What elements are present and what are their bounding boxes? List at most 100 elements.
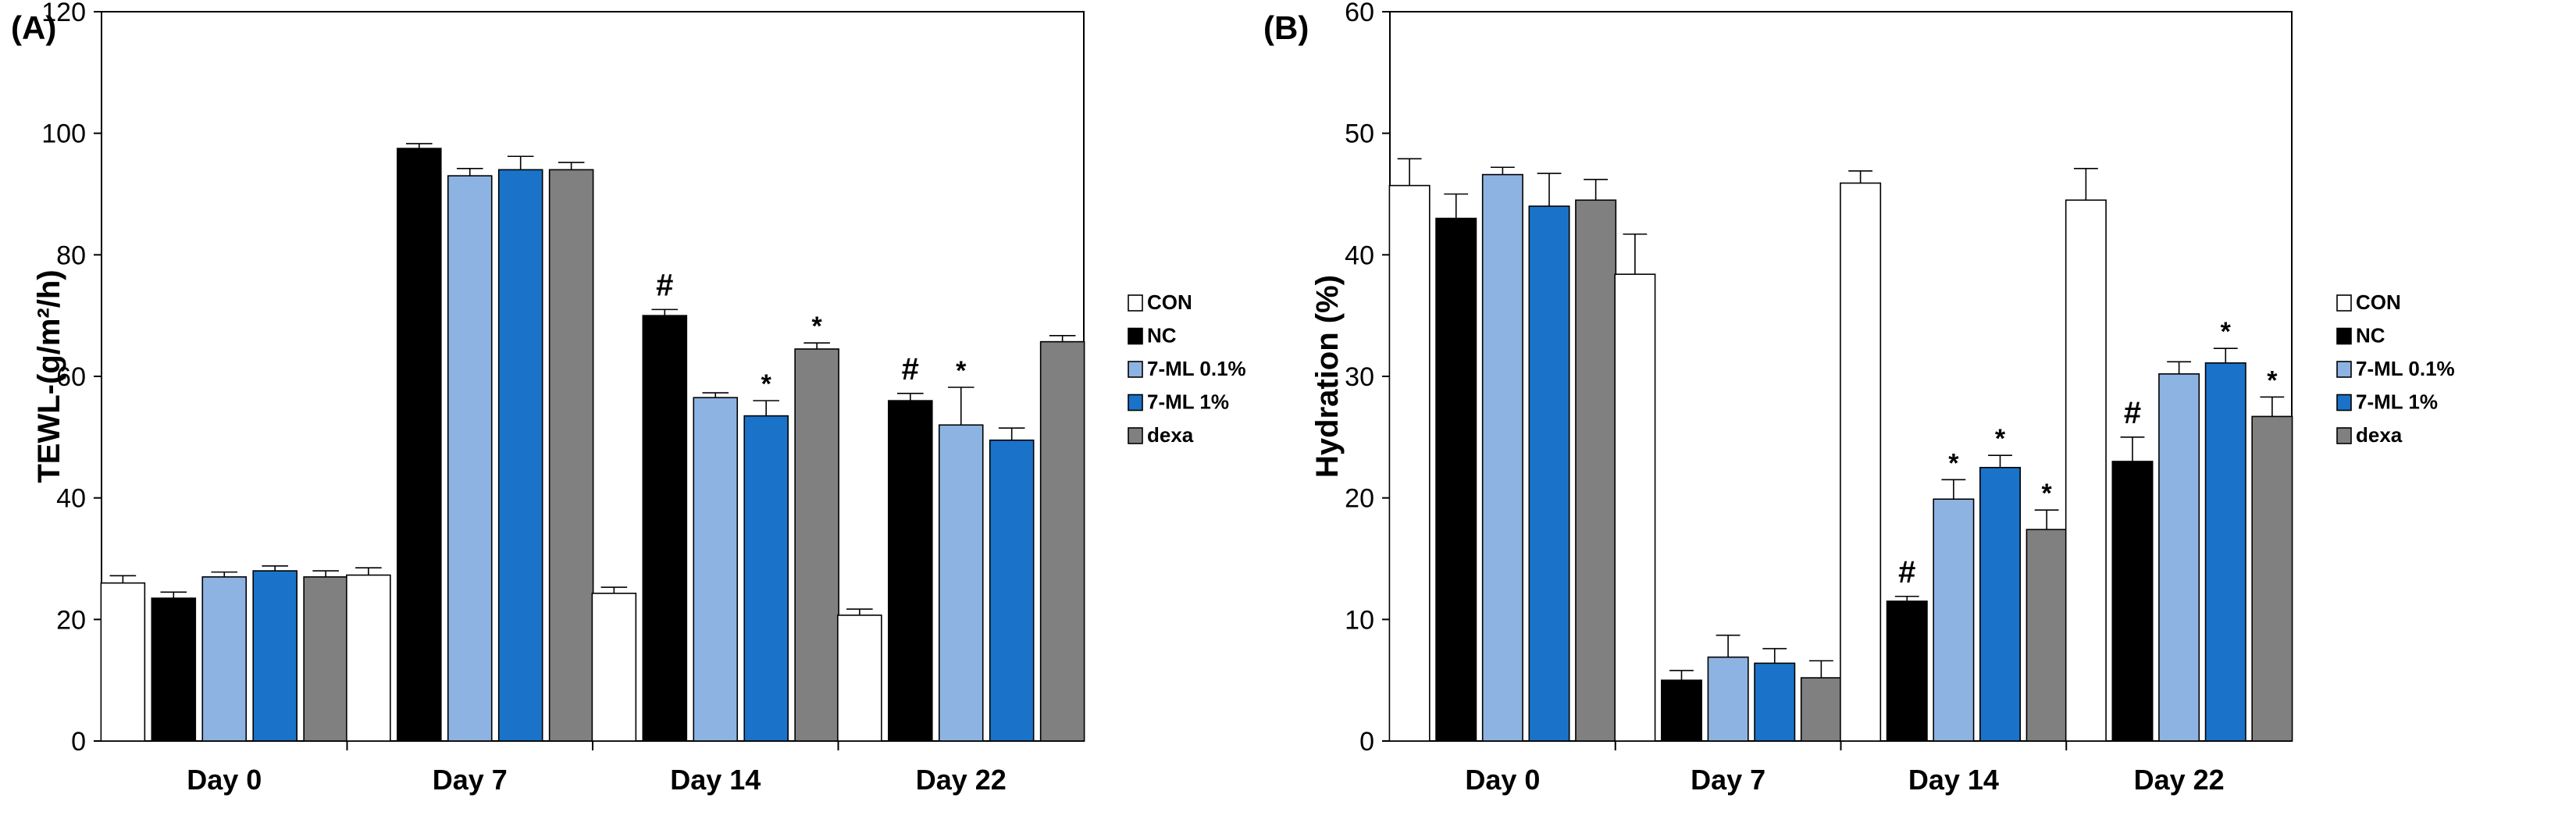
bar-dexa bbox=[303, 576, 348, 742]
legend-item: CON bbox=[2336, 290, 2401, 314]
y-tick-label: 20 bbox=[1345, 484, 1374, 514]
bar-7-ml-1- bbox=[252, 570, 298, 742]
legend-label: 7-ML 0.1% bbox=[2356, 357, 2455, 380]
legend-label: dexa bbox=[2356, 423, 2403, 447]
bar-con bbox=[346, 574, 391, 742]
significance-hash: # bbox=[2124, 396, 2141, 430]
legend-swatch bbox=[2336, 294, 2352, 312]
y-tick-label: 0 bbox=[1359, 727, 1374, 757]
bar-dexa bbox=[2026, 529, 2068, 742]
bar-con bbox=[1840, 182, 1882, 742]
bar-dexa bbox=[548, 169, 594, 742]
bar-7-ml-1- bbox=[497, 169, 543, 742]
y-tick-label: 60 bbox=[1345, 0, 1374, 27]
x-category-label: Day 7 bbox=[433, 764, 508, 796]
legend-label: 7-ML 0.1% bbox=[1147, 357, 1246, 380]
bar-7-ml-0-1- bbox=[201, 576, 248, 742]
bar-7-ml-1- bbox=[2204, 362, 2246, 742]
bar-7-ml-1- bbox=[1754, 662, 1796, 742]
y-tick-label: 100 bbox=[41, 119, 86, 149]
legend-label: NC bbox=[2356, 324, 2385, 347]
legend-item: dexa bbox=[1128, 423, 1194, 447]
significance-hash: # bbox=[656, 268, 673, 302]
bar-7-ml-1- bbox=[1979, 466, 2022, 742]
y-tick-label: 60 bbox=[56, 362, 86, 392]
legend-item: dexa bbox=[2336, 423, 2403, 447]
panel-a: (A) 0 20 40 60 80 100 120 TEWL-(g/m²/h) Day 0 Day … bbox=[11, 0, 1246, 796]
panel-label: (A) bbox=[11, 9, 56, 46]
legend-swatch bbox=[1128, 394, 1143, 412]
significance-star: * bbox=[2221, 317, 2232, 347]
bar-nc bbox=[888, 400, 933, 742]
bar-7-ml-1- bbox=[1528, 205, 1570, 742]
y-tick-label: 10 bbox=[1345, 605, 1374, 635]
legend-item: 7-ML 1% bbox=[1128, 390, 1229, 414]
bar-nc bbox=[1660, 679, 1702, 742]
bar-con bbox=[591, 593, 637, 742]
y-tick-label: 120 bbox=[41, 0, 86, 27]
legend-item: 7-ML 1% bbox=[2336, 390, 2438, 414]
legend-swatch bbox=[1128, 361, 1143, 378]
bar-dexa bbox=[1575, 199, 1617, 742]
panel-b: (B) 0 10 20 30 40 50 60 Hydration (%) Day 0 Day 7 D… bbox=[1263, 0, 2455, 796]
bar-dexa bbox=[2251, 415, 2293, 742]
significance-star: * bbox=[2042, 479, 2053, 508]
significance-star: * bbox=[1948, 448, 1959, 478]
significance-hash: # bbox=[902, 352, 919, 387]
legend-swatch bbox=[2336, 361, 2352, 378]
bar-7-ml-0-1- bbox=[938, 424, 984, 742]
y-tick-label: 80 bbox=[56, 240, 86, 270]
legend-label: CON bbox=[1147, 290, 1192, 314]
bar-dexa bbox=[794, 348, 839, 742]
y-axis-label: Hydration (%) bbox=[1310, 275, 1345, 478]
bar-7-ml-0-1- bbox=[693, 397, 739, 742]
legend-label: dexa bbox=[1147, 423, 1194, 447]
bar-nc bbox=[642, 315, 688, 742]
x-category-label: Day 0 bbox=[1465, 764, 1540, 796]
legend-swatch bbox=[1128, 427, 1143, 444]
bar-nc bbox=[2111, 461, 2154, 742]
significance-star: * bbox=[2267, 365, 2278, 395]
y-tick-label: 20 bbox=[56, 605, 86, 635]
legend-label: 7-ML 1% bbox=[2356, 390, 2438, 414]
x-category-label: Day 22 bbox=[916, 764, 1007, 796]
legend-swatch bbox=[2336, 327, 2352, 345]
bar-con bbox=[1614, 273, 1656, 742]
significance-star: * bbox=[1995, 424, 2006, 454]
x-category-label: Day 22 bbox=[2134, 764, 2225, 796]
bar-7-ml-0-1- bbox=[1481, 173, 1523, 742]
significance-hash: # bbox=[1898, 555, 1915, 590]
y-tick-label: 0 bbox=[71, 727, 86, 757]
legend-item: CON bbox=[1128, 290, 1192, 314]
y-tick-label: 40 bbox=[1345, 240, 1374, 270]
legend-item: 7-ML 0.1% bbox=[2336, 357, 2455, 380]
bar-con bbox=[100, 582, 146, 742]
bar-dexa bbox=[1039, 340, 1085, 742]
y-tick-label: 50 bbox=[1345, 119, 1374, 149]
legend-label: CON bbox=[2356, 290, 2401, 314]
x-category-label: Day 0 bbox=[187, 764, 262, 796]
legend-swatch bbox=[2336, 427, 2352, 444]
bar-con bbox=[837, 615, 882, 742]
bar-con bbox=[1388, 184, 1431, 742]
bar-nc bbox=[1435, 217, 1477, 742]
bar-dexa bbox=[1800, 677, 1842, 742]
x-category-label: Day 14 bbox=[670, 764, 761, 796]
legend-item: NC bbox=[2336, 324, 2385, 347]
y-tick-label: 30 bbox=[1345, 362, 1374, 392]
significance-star: * bbox=[956, 356, 967, 386]
significance-star: * bbox=[761, 369, 772, 399]
bar-7-ml-0-1- bbox=[1933, 498, 1975, 742]
legend-item: NC bbox=[1128, 324, 1177, 347]
legend-swatch bbox=[2336, 394, 2352, 412]
bar-7-ml-0-1- bbox=[447, 175, 493, 742]
panel-label: (B) bbox=[1263, 9, 1309, 46]
legend-item: 7-ML 0.1% bbox=[1128, 357, 1246, 380]
legend-label: 7-ML 1% bbox=[1147, 390, 1229, 414]
bar-7-ml-0-1- bbox=[1707, 656, 1749, 742]
bar-nc bbox=[151, 597, 197, 742]
bar-con bbox=[2065, 199, 2107, 742]
x-category-label: Day 7 bbox=[1691, 764, 1765, 796]
